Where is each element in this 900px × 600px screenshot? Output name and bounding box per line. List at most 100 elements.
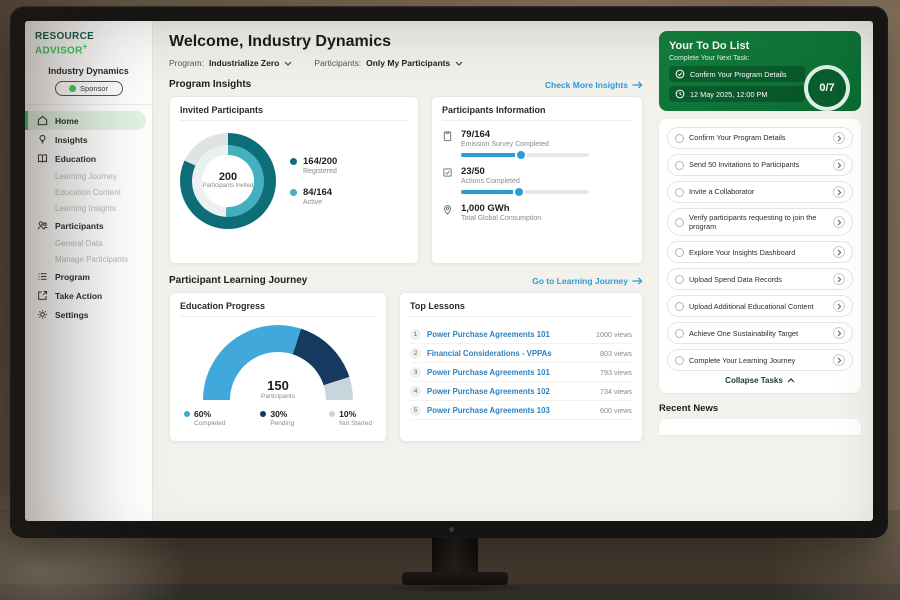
chevron-right-icon[interactable] bbox=[833, 216, 845, 229]
task-row[interactable]: Complete Your Learning Journey bbox=[667, 349, 853, 372]
participants-value: Only My Participants bbox=[366, 58, 451, 68]
chevron-right-icon[interactable] bbox=[833, 273, 845, 286]
task-label: Confirm Your Program Details bbox=[689, 133, 786, 143]
task-checkbox[interactable] bbox=[675, 274, 684, 284]
gear-icon bbox=[37, 309, 48, 320]
task-checkbox[interactable] bbox=[675, 187, 684, 197]
check-more-insights-link[interactable]: Check More Insights bbox=[545, 80, 643, 90]
lesson-row[interactable]: 2 Financial Considerations - VPPAs 803 v… bbox=[410, 344, 632, 363]
lesson-row[interactable]: 4 Power Purchase Agreements 102 734 view… bbox=[410, 382, 632, 401]
lesson-row[interactable]: 5 Power Purchase Agreements 103 600 view… bbox=[410, 401, 632, 420]
sidebar-item-participants[interactable]: Participants bbox=[25, 216, 152, 235]
invited-participants-card: Invited Participants 200 Participants In… bbox=[169, 96, 419, 264]
sidebar-nav: Home Insights Education Learning Journey… bbox=[25, 104, 152, 324]
chevron-up-icon bbox=[787, 378, 795, 383]
task-row[interactable]: Send 50 Invitations to Participants bbox=[667, 154, 853, 176]
task-row[interactable]: Achieve One Sustainability Target bbox=[667, 322, 853, 345]
filters-row: Program: Industrialize Zero Participants… bbox=[169, 58, 643, 68]
task-checkbox[interactable] bbox=[675, 355, 684, 365]
todo-due-label: 12 May 2025, 12:00 PM bbox=[690, 89, 768, 99]
monitor-stand-shadow bbox=[380, 583, 530, 593]
task-row[interactable]: Invite a Collaborator bbox=[667, 181, 853, 203]
info-row-survey: 79/164 Emission Survey Completed bbox=[442, 129, 632, 159]
org-name: Industry Dynamics bbox=[48, 66, 129, 77]
task-row[interactable]: Upload Spend Data Records bbox=[667, 268, 853, 291]
legend-dot-icon bbox=[260, 411, 267, 417]
sidebar-item-settings[interactable]: Settings bbox=[25, 305, 152, 324]
lesson-views: 600 views bbox=[600, 405, 632, 415]
action-icon bbox=[37, 290, 48, 301]
link-label: Go to Learning Journey bbox=[532, 275, 628, 286]
todo-next-task-label: Confirm Your Program Details bbox=[690, 69, 787, 79]
chevron-right-icon[interactable] bbox=[833, 159, 845, 171]
chevron-right-icon[interactable] bbox=[833, 246, 845, 259]
sidebar-item-label: Learning Insights bbox=[55, 203, 116, 213]
program-dropdown[interactable]: Program: Industrialize Zero bbox=[169, 58, 292, 68]
todo-subtitle: Complete Your Next Task: bbox=[669, 55, 750, 62]
chevron-right-icon[interactable] bbox=[833, 132, 845, 144]
task-checkbox[interactable] bbox=[675, 301, 684, 311]
sidebar-item-manage-participants[interactable]: Manage Participants bbox=[25, 251, 152, 267]
chevron-right-icon[interactable] bbox=[833, 354, 845, 367]
program-value: Industrialize Zero bbox=[208, 58, 280, 68]
sidebar-item-label: Manage Participants bbox=[55, 254, 128, 264]
sidebar-item-program[interactable]: Program bbox=[25, 267, 152, 286]
sidebar-item-general-data[interactable]: General Data bbox=[25, 235, 152, 251]
sidebar-item-education[interactable]: Education bbox=[25, 149, 152, 168]
education-gauge: 150 Participants bbox=[203, 325, 353, 400]
card-title: Invited Participants bbox=[180, 105, 408, 121]
lesson-title-link[interactable]: Power Purchase Agreements 101 bbox=[427, 329, 550, 339]
education-legend: 60% Completed 30% Pending bbox=[180, 409, 376, 427]
sidebar-item-label: Take Action bbox=[55, 290, 103, 301]
brand-part2: ADVISOR bbox=[35, 45, 83, 57]
lesson-title-link[interactable]: Power Purchase Agreements 102 bbox=[427, 386, 550, 396]
progress-fill bbox=[461, 188, 523, 196]
lesson-title-link[interactable]: Power Purchase Agreements 101 bbox=[427, 367, 550, 377]
check-circle-icon bbox=[675, 69, 685, 79]
link-label: Check More Insights bbox=[544, 79, 628, 90]
sidebar-item-learning-insights[interactable]: Learning Insights bbox=[25, 200, 152, 216]
task-checkbox[interactable] bbox=[675, 133, 684, 143]
lesson-row[interactable]: 1 Power Purchase Agreements 101 1000 vie… bbox=[410, 325, 632, 344]
sidebar-item-take-action[interactable]: Take Action bbox=[25, 286, 152, 305]
sidebar-item-label: General Data bbox=[55, 238, 103, 248]
sidebar-item-education-content[interactable]: Education Content bbox=[25, 184, 152, 200]
info-row-consumption: 1,000 GWh Total Global Consumption bbox=[442, 203, 632, 222]
chevron-down-icon bbox=[284, 61, 292, 66]
learning-journey-header: Participant Learning Journey Go to Learn… bbox=[169, 275, 643, 286]
lesson-title-link[interactable]: Power Purchase Agreements 103 bbox=[427, 405, 550, 415]
task-checkbox[interactable] bbox=[675, 247, 684, 257]
lesson-title-link[interactable]: Financial Considerations - VPPAs bbox=[427, 348, 552, 358]
sidebar-item-home[interactable]: Home bbox=[25, 111, 146, 131]
task-row[interactable]: Explore Your Insights Dashboard bbox=[667, 241, 853, 264]
todo-next-task[interactable]: Confirm Your Program Details bbox=[669, 66, 805, 82]
chevron-right-icon[interactable] bbox=[833, 300, 845, 313]
task-checkbox[interactable] bbox=[675, 160, 684, 170]
legend-item: 84/164 Active bbox=[290, 187, 337, 206]
program-insights-header: Program Insights Check More Insights bbox=[169, 79, 643, 90]
task-checkbox[interactable] bbox=[675, 328, 684, 338]
donut-center-label: Participants Invited bbox=[202, 183, 254, 190]
task-checkbox[interactable] bbox=[675, 217, 684, 227]
arrow-right-icon bbox=[632, 81, 643, 88]
task-row[interactable]: Verify participants requesting to join t… bbox=[667, 208, 853, 237]
lesson-rank: 2 bbox=[410, 347, 421, 359]
participants-dropdown[interactable]: Participants: Only My Participants bbox=[314, 58, 463, 68]
chevron-right-icon[interactable] bbox=[833, 186, 845, 198]
lesson-row[interactable]: 3 Power Purchase Agreements 101 793 view… bbox=[410, 363, 632, 382]
main-content: Welcome, Industry Dynamics Program: Indu… bbox=[153, 21, 655, 521]
sidebar-item-learning-journey[interactable]: Learning Journey bbox=[25, 168, 152, 184]
chevron-right-icon[interactable] bbox=[833, 327, 845, 340]
legend-percent: 30% bbox=[270, 409, 288, 419]
page-title: Welcome, Industry Dynamics bbox=[169, 33, 391, 50]
task-row[interactable]: Confirm Your Program Details bbox=[667, 127, 853, 149]
progress-track bbox=[461, 188, 589, 196]
section-title: Program Insights bbox=[169, 79, 252, 90]
collapse-tasks-button[interactable]: Collapse Tasks bbox=[667, 376, 853, 385]
brand-part1: RESOURCE bbox=[35, 31, 95, 42]
top-lessons-card: Top Lessons 1 Power Purchase Agreements … bbox=[399, 292, 643, 442]
sidebar-item-insights[interactable]: Insights bbox=[25, 130, 152, 149]
task-row[interactable]: Upload Additional Educational Content bbox=[667, 295, 853, 318]
go-to-learning-journey-link[interactable]: Go to Learning Journey bbox=[532, 276, 643, 286]
lesson-rank: 5 bbox=[410, 404, 421, 416]
